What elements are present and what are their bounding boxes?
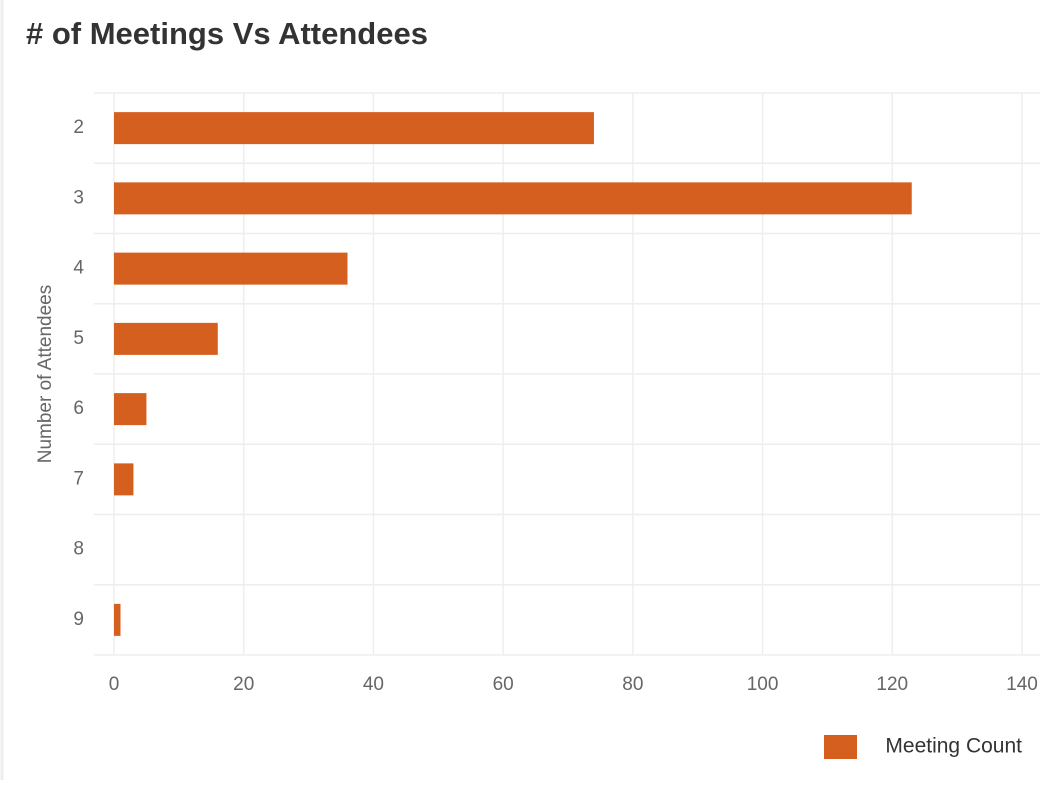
y-tick-label: 4 (73, 258, 84, 279)
y-tick-label: 2 (73, 117, 84, 138)
bar (114, 112, 594, 145)
y-tick-label: 5 (73, 328, 84, 349)
x-tick-label: 120 (876, 674, 908, 695)
x-tick-label: 40 (363, 674, 384, 695)
y-axis-label: Number of Attendees (35, 285, 56, 464)
bar (114, 463, 134, 496)
y-tick-label: 8 (73, 539, 84, 560)
x-tick-label: 80 (622, 674, 643, 695)
x-tick-label: 100 (747, 674, 779, 695)
chart-title: # of Meetings Vs Attendees (26, 16, 428, 51)
x-tick-label: 140 (1006, 674, 1038, 695)
x-tick-label: 20 (233, 674, 254, 695)
bar (114, 603, 121, 636)
legend-label: Meeting Count (885, 735, 1022, 758)
y-tick-label: 7 (73, 468, 84, 489)
bar (114, 393, 147, 426)
bar (114, 322, 218, 355)
y-tick-label: 3 (73, 187, 84, 208)
legend-swatch (824, 735, 857, 759)
bar (114, 252, 348, 285)
x-tick-label: 60 (493, 674, 514, 695)
y-tick-label: 9 (73, 609, 84, 630)
x-tick-label: 0 (109, 674, 120, 695)
bar (114, 182, 912, 215)
y-tick-label: 6 (73, 398, 84, 419)
